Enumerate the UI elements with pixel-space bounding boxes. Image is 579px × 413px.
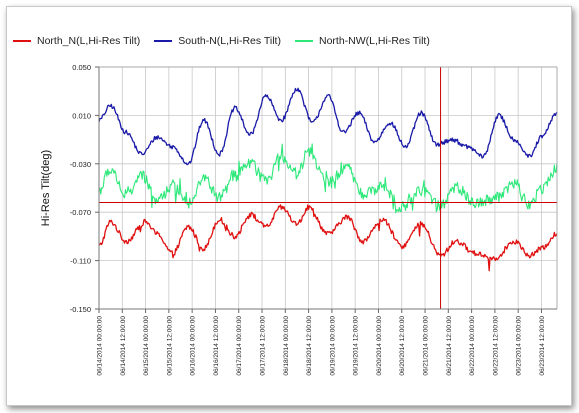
legend-swatch-north-nw xyxy=(294,40,313,42)
x-tick-label: 06/22/2014 12:00:00 xyxy=(492,316,499,376)
x-tick-label: 06/18/2014 00:00:00 xyxy=(283,316,290,376)
x-tick-label: 06/14/2014 00:00:00 xyxy=(97,316,104,376)
legend-label-north-n: North_N(L,Hi-Res Tilt) xyxy=(37,35,141,47)
cursor-layer xyxy=(99,67,557,309)
chart-legend: North_N(L,Hi-Res Tilt) South-N(L,Hi-Res … xyxy=(13,31,430,51)
chart-frame: North_N(L,Hi-Res Tilt) South-N(L,Hi-Res … xyxy=(6,6,572,406)
x-tick-label: 06/21/2014 12:00:00 xyxy=(446,316,453,376)
y-tick-label: -0.030 xyxy=(70,160,91,169)
y-tick-label: 0.050 xyxy=(72,63,91,72)
x-tick-label: 06/21/2014 00:00:00 xyxy=(423,316,430,376)
x-tick-label: 06/23/2014 12:00:00 xyxy=(539,316,546,376)
plot-background xyxy=(99,67,557,309)
legend-item-north-n[interactable]: North_N(L,Hi-Res Tilt) xyxy=(13,35,140,47)
plot-area[interactable]: -0.150 -0.110 -0.070 -0.030 0.010 0.050 06/14/… xyxy=(7,7,571,405)
x-tick-label: 06/20/2014 00:00:00 xyxy=(376,316,383,376)
series-layer xyxy=(98,87,558,272)
x-tick-label: 06/14/2014 12:00:00 xyxy=(120,316,127,376)
series-line-0 xyxy=(98,204,558,272)
x-tick-label: 06/22/2014 00:00:00 xyxy=(469,316,476,376)
legend-swatch-south-n xyxy=(154,40,173,42)
x-tick-label: 06/23/2014 00:00:00 xyxy=(516,316,523,376)
legend-item-north-nw[interactable]: North-NW(L,Hi-Res Tilt) xyxy=(294,35,430,47)
x-tick-label: 06/18/2014 12:00:00 xyxy=(306,316,313,376)
x-tick-label: 06/19/2014 00:00:00 xyxy=(329,316,336,376)
y-tick-label: -0.150 xyxy=(70,305,91,314)
grid-layer xyxy=(98,66,557,310)
legend-label-south-n: South-N(L,Hi-Res Tilt) xyxy=(178,35,281,47)
x-tick-label: 06/15/2014 00:00:00 xyxy=(143,316,150,376)
y-tick-label: 0.010 xyxy=(72,111,91,120)
x-tick-label: 06/17/2014 12:00:00 xyxy=(260,316,267,376)
legend-item-south-n[interactable]: South-N(L,Hi-Res Tilt) xyxy=(154,35,281,47)
x-tick-label: 06/19/2014 12:00:00 xyxy=(353,316,360,376)
x-tick-label: 06/15/2014 12:00:00 xyxy=(166,316,173,376)
x-tick-label: 06/20/2014 12:00:00 xyxy=(399,316,406,376)
x-tick-label: 06/17/2014 00:00:00 xyxy=(236,316,243,376)
y-tick-label: -0.110 xyxy=(70,257,91,266)
x-tick-label: 06/16/2014 00:00:00 xyxy=(190,316,197,376)
legend-label-north-nw: North-NW(L,Hi-Res Tilt) xyxy=(318,35,430,47)
series-line-2 xyxy=(98,143,558,214)
series-line-1 xyxy=(98,87,558,166)
y-axis-label: Hi-Res Tilt(deg) xyxy=(40,150,52,226)
x-tick-label: 06/16/2014 12:00:00 xyxy=(213,316,220,376)
y-tick-label: -0.070 xyxy=(70,208,91,217)
axis-layer: -0.150 -0.110 -0.070 -0.030 0.010 0.050 06/14/… xyxy=(40,63,558,376)
legend-swatch-north-n xyxy=(13,40,31,42)
